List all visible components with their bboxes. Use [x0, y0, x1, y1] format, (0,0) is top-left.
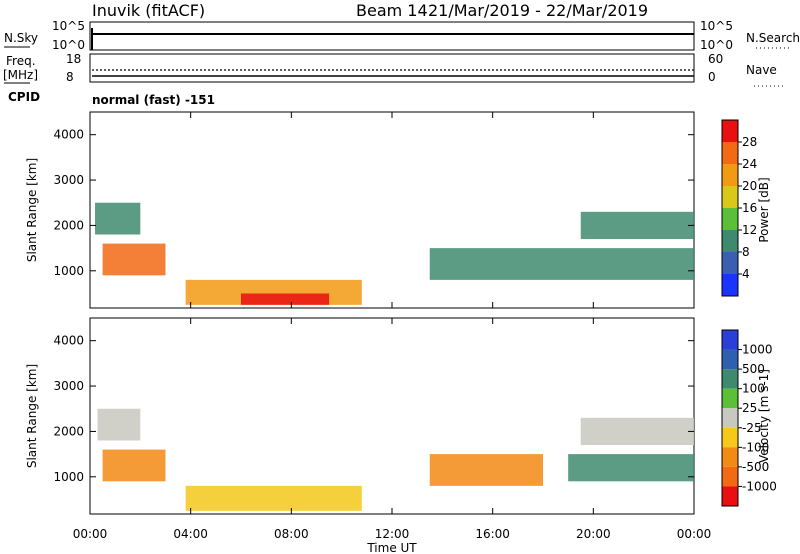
- power-cbar-segment: [722, 120, 738, 142]
- power-region: [429, 248, 694, 280]
- power-cbar-segment: [722, 230, 738, 252]
- freq-unit: [MHz]: [3, 68, 38, 82]
- velocity-region: [97, 408, 141, 441]
- power-cbar-label: 16: [742, 201, 757, 215]
- nsearch-tick-top: 10^5: [700, 19, 733, 33]
- freq-tick-top: 18: [66, 52, 81, 66]
- power-ylabel: Slant Range [km]: [25, 158, 39, 262]
- power-cbar-segment: [722, 252, 738, 274]
- power-colorbar: 4 8 12 16 20 24 28: [721, 119, 757, 297]
- power-cbar-label: 12: [742, 223, 757, 237]
- x-axis: 00:00 04:00 08:00 12:00 16:00 20:00 00:00: [73, 112, 712, 541]
- velocity-cbar-segment: [722, 330, 738, 350]
- x-axis-label: Time UT: [366, 541, 417, 554]
- power-region: [102, 243, 166, 276]
- velocity-cbar-label: -25: [742, 421, 762, 435]
- velocity-cbar-segment: [722, 427, 738, 448]
- velocity-cbar-segment: [722, 408, 738, 428]
- power-cbar-label: 20: [742, 179, 757, 193]
- power-ytick-label: 2000: [53, 218, 84, 232]
- velocity-cbar-frame: [721, 329, 739, 507]
- x-tick-label: 12:00: [375, 527, 410, 541]
- power-region: [241, 293, 330, 305]
- velocity-cbar-segment: [722, 466, 738, 487]
- velocity-cbar-label: 25: [742, 401, 757, 415]
- nsky-tick-top: 10^5: [52, 19, 85, 33]
- x-tick-label: 00:00: [677, 527, 712, 541]
- freq-tick-bottom: 8: [66, 70, 74, 84]
- velocity-region: [102, 449, 166, 482]
- nsearch-tick-bottom: 10^0: [700, 38, 733, 52]
- power-cbar-segment: [722, 164, 738, 186]
- x-tick-label: 08:00: [274, 527, 309, 541]
- velocity-ytick-label: 2000: [53, 424, 84, 438]
- x-tick-label: 04:00: [173, 527, 208, 541]
- power-ytick-label: 1000: [53, 264, 84, 278]
- velocity-ylabel: Slant Range [km]: [25, 364, 39, 468]
- velocity-cbar-label: 1000: [742, 343, 773, 357]
- cpid-label: CPID: [8, 90, 40, 104]
- velocity-colorbar: 1000 500 100 25 -25 -100 -500 -1000: [721, 329, 777, 507]
- power-cbar-segment: [722, 142, 738, 164]
- power-region: [580, 211, 694, 240]
- power-colorbar-label: Power [dB]: [757, 177, 771, 242]
- velocity-colorbar-label: Velocity [m s-1]: [757, 369, 771, 463]
- beam-label: Beam 14: [356, 1, 428, 20]
- power-cbar-label: 8: [742, 245, 750, 259]
- nave-tick-top: 60: [708, 52, 723, 66]
- velocity-region: [429, 454, 543, 486]
- velocity-cbar-label: -100: [742, 440, 769, 454]
- velocity-cbar-segment: [722, 486, 738, 506]
- velocity-region: [580, 417, 694, 446]
- power-ytick-label: 3000: [53, 173, 84, 187]
- velocity-cbar-segment: [722, 369, 738, 389]
- power-cbar-segment: [722, 186, 738, 208]
- nsearch-label: N.Search: [746, 31, 800, 45]
- velocity-y-ticks: 1000 2000 3000 4000: [53, 334, 694, 484]
- cpid-text: normal (fast) -151: [92, 93, 215, 107]
- velocity-cbar-label: -1000: [742, 479, 777, 493]
- x-tick-label: 00:00: [73, 527, 108, 541]
- freq-label: Freq.: [6, 54, 36, 68]
- power-cbar-segment: [722, 208, 738, 230]
- velocity-ytick-label: 1000: [53, 470, 84, 484]
- power-heatmap: [95, 202, 694, 305]
- nave-tick-bottom: 0: [708, 70, 716, 84]
- velocity-cbar-label: 500: [742, 362, 765, 376]
- velocity-cbar-label: -500: [742, 460, 769, 474]
- freq-panel: [89, 53, 695, 83]
- date-range: 21/Mar/2019 - 22/Mar/2019: [428, 1, 648, 20]
- velocity-cbar-label: 100: [742, 382, 765, 396]
- station-title: Inuvik (fitACF): [92, 1, 205, 20]
- nsky-label: N.Sky: [4, 31, 38, 45]
- velocity-ytick-label: 3000: [53, 379, 84, 393]
- velocity-cbar-segment: [722, 349, 738, 370]
- power-region: [95, 202, 141, 235]
- power-cbar-label: 4: [742, 267, 750, 281]
- velocity-region: [568, 454, 694, 482]
- nsky-panel: [89, 21, 695, 51]
- velocity-heatmap: [97, 408, 694, 511]
- velocity-cbar-segment: [722, 447, 738, 467]
- power-cbar-segment: [722, 274, 738, 296]
- velocity-cbar-segment: [722, 388, 738, 409]
- power-cbar-label: 24: [742, 157, 757, 171]
- nsky-tick-bottom: 10^0: [52, 38, 85, 52]
- nave-label: Nave: [746, 63, 777, 77]
- velocity-ytick-label: 4000: [53, 334, 84, 348]
- x-tick-label: 16:00: [475, 527, 510, 541]
- x-tick-label: 20:00: [576, 527, 611, 541]
- power-ytick-label: 4000: [53, 128, 84, 142]
- power-cbar-label: 28: [742, 135, 757, 149]
- velocity-region: [185, 485, 362, 511]
- power-y-ticks: 1000 2000 3000 4000: [53, 128, 694, 278]
- velocity-panel: [89, 317, 695, 515]
